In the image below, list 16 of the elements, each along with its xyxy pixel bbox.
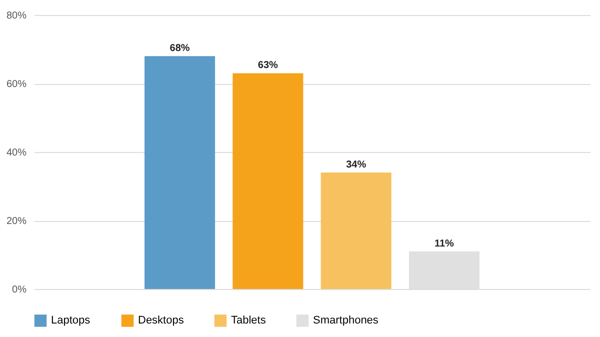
- data-label: 34%: [346, 160, 366, 171]
- y-tick-label: 20%: [6, 216, 27, 227]
- bar: [232, 73, 304, 289]
- data-label: 63%: [258, 60, 278, 72]
- data-label: 68%: [170, 43, 190, 54]
- y-tick-label: 0%: [12, 284, 27, 296]
- legend-label: Tablets: [231, 314, 266, 327]
- legend-label: Laptops: [51, 314, 91, 327]
- y-tick-label: 60%: [6, 79, 27, 90]
- legend-label: Smartphones: [313, 314, 379, 327]
- bar: [320, 172, 392, 289]
- y-tick-label: 40%: [6, 148, 27, 158]
- legend-label: Desktops: [138, 314, 184, 327]
- y-tick-label: 80%: [6, 10, 27, 22]
- data-label: 11%: [434, 238, 454, 250]
- bar: [144, 56, 216, 289]
